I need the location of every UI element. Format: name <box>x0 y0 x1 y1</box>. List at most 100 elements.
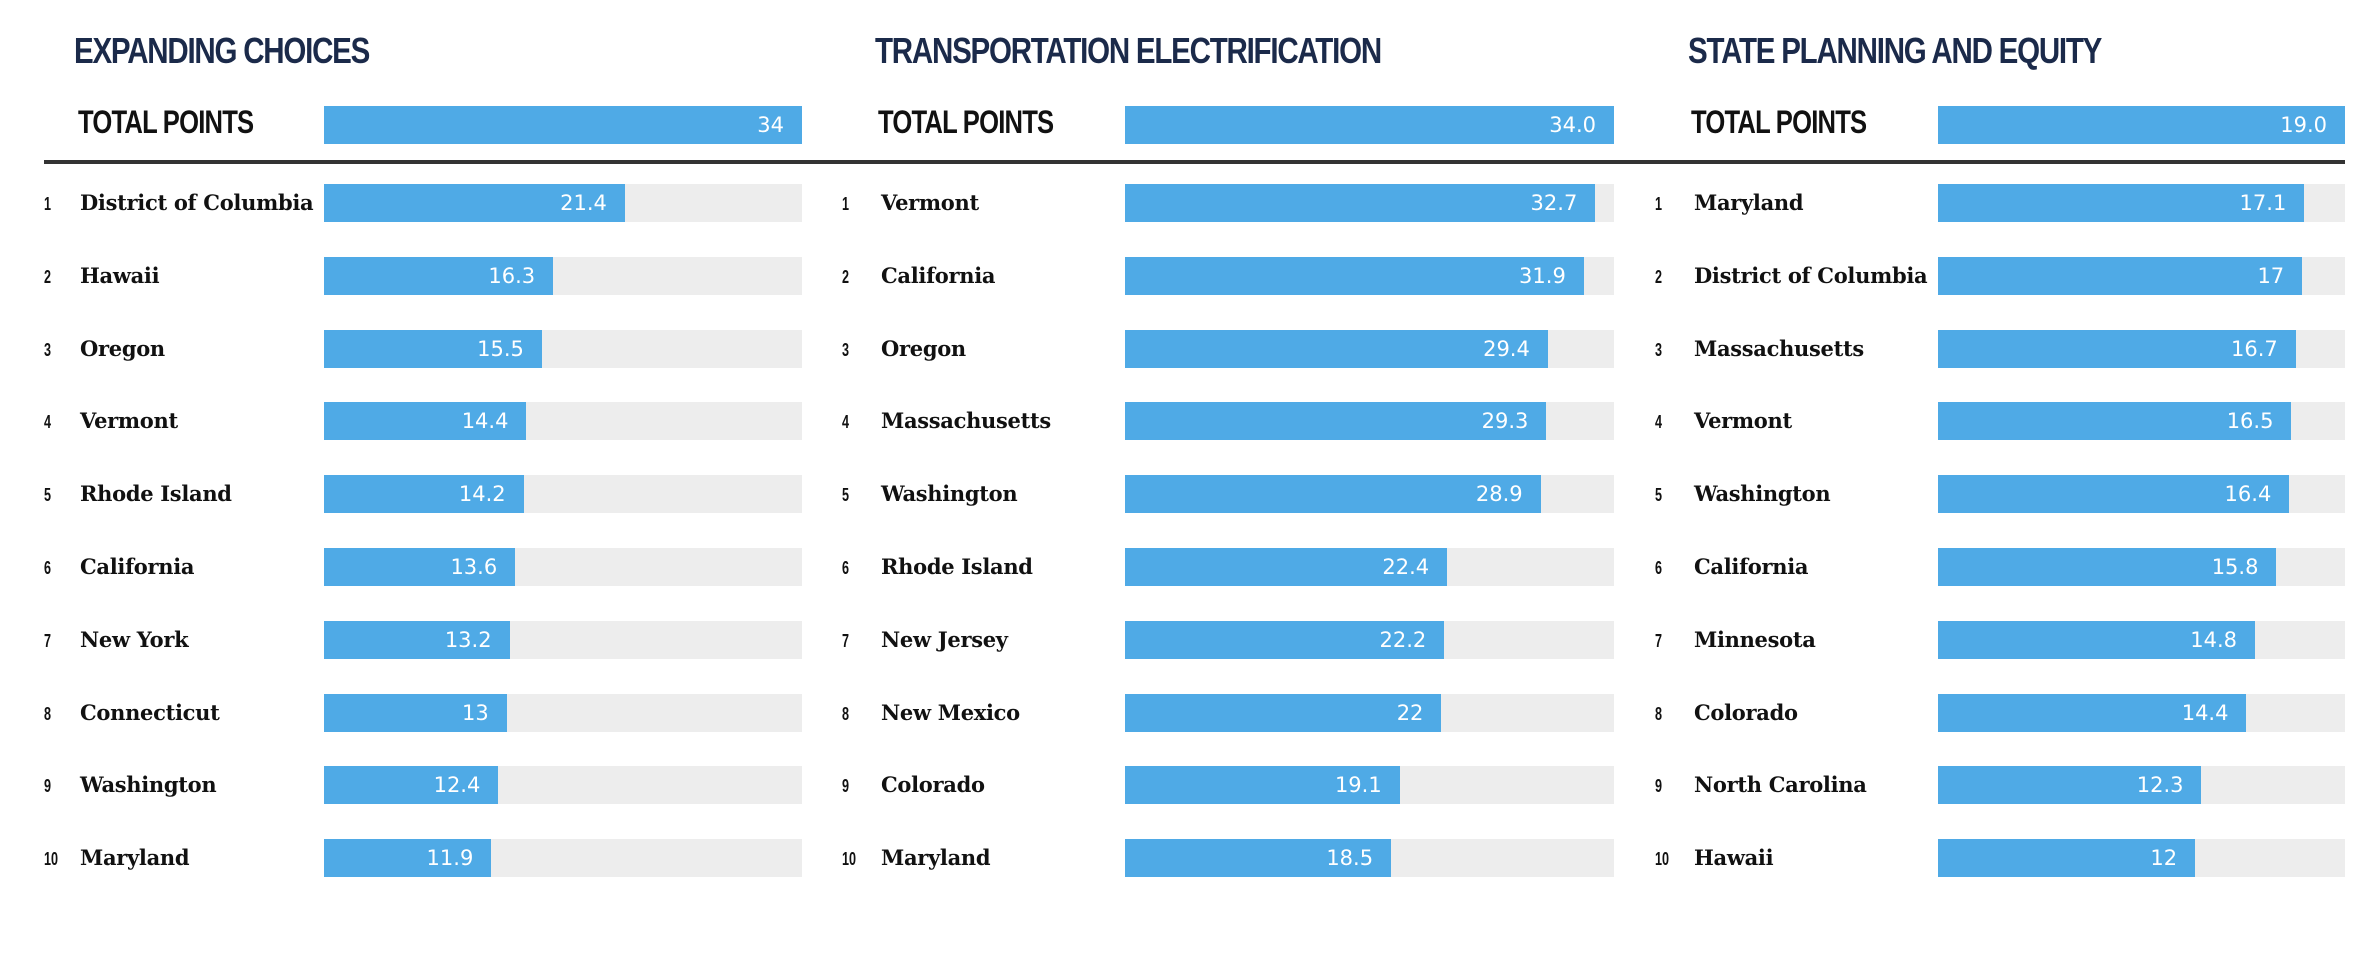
bar-value-label: 12 <box>2150 846 2178 871</box>
bar-value-label: 18.5 <box>1326 846 1374 871</box>
bar-fill <box>1938 839 2196 878</box>
rank-number: 3 <box>44 339 52 360</box>
total-points-value: 34.0 <box>1549 113 1596 137</box>
rank-number: 9 <box>1655 776 1663 797</box>
bar-value-label: 31.9 <box>1519 263 1566 288</box>
rank-number: 2 <box>44 266 52 287</box>
bar-track: 14.4 <box>1938 693 2345 732</box>
state-name: Minnesota <box>1694 626 1816 652</box>
bar-fill <box>324 329 542 368</box>
bar-value-label: 15.8 <box>2211 555 2259 579</box>
state-name: District of Columbia <box>1694 262 1928 288</box>
total-points-value: 19.0 <box>2280 113 2327 137</box>
total-points-label: TOTAL POINTS <box>1691 104 1867 140</box>
rank-number: 4 <box>44 412 52 433</box>
bar-value-label: 13 <box>462 700 489 725</box>
bar-fill <box>324 184 625 222</box>
state-name: District of Columbia <box>80 190 314 215</box>
state-name: California <box>881 262 996 288</box>
state-name: Rhode Island <box>881 554 1033 579</box>
bar-value-label: 13.6 <box>450 555 498 579</box>
bar-value-label: 32.7 <box>1530 191 1578 215</box>
bar-fill <box>1125 620 1445 659</box>
bar-fill <box>1938 256 2303 295</box>
state-name: Hawaii <box>1694 845 1774 871</box>
bar-fill <box>1125 256 1584 295</box>
bar-track: 22.2 <box>1125 620 1614 659</box>
bar-value-label: 17.1 <box>2239 191 2287 215</box>
state-name: Massachusetts <box>881 408 1051 434</box>
state-name: New Mexico <box>881 699 1020 725</box>
state-name: California <box>80 554 195 579</box>
rank-number: 1 <box>44 194 52 214</box>
bar-track: 15.8 <box>1938 548 2345 586</box>
state-name: New York <box>80 626 189 652</box>
rank-number: 7 <box>44 630 52 651</box>
rank-number: 1 <box>842 194 850 214</box>
chart-title: STATE PLANNING AND EQUITY <box>1688 30 2102 71</box>
total-points-bar: 19.0 <box>1938 106 2345 144</box>
chart-title: TRANSPORTATION ELECTRIFICATION <box>875 30 1382 71</box>
bar-value-label: 21.4 <box>560 191 607 215</box>
rank-number: 6 <box>1655 558 1663 578</box>
rank-number: 6 <box>842 558 850 578</box>
bar-track: 32.7 <box>1125 184 1614 222</box>
rank-number: 8 <box>842 703 850 724</box>
rank-number: 4 <box>842 412 850 433</box>
bar-fill <box>1938 402 2292 441</box>
bar-track: 19.1 <box>1125 766 1614 805</box>
bar-fill <box>1938 329 2296 368</box>
header-divider <box>1639 160 2345 164</box>
total-points-value: 34 <box>757 113 784 137</box>
bar-track: 16.4 <box>1938 475 2345 514</box>
bar-fill <box>324 256 554 295</box>
bar-fill <box>1125 548 1448 586</box>
bar-track: 13.6 <box>324 548 802 586</box>
bar-track: 16.7 <box>1938 329 2345 368</box>
bar-value-label: 15.5 <box>477 336 524 361</box>
bar-value-label: 11.9 <box>426 846 474 871</box>
state-name: Colorado <box>1694 699 1798 725</box>
bar-fill <box>324 402 527 441</box>
bar-track: 14.8 <box>1938 620 2345 659</box>
rank-number: 3 <box>1655 339 1663 360</box>
bar-track: 14.2 <box>324 475 802 514</box>
bar-track: 21.4 <box>324 184 802 222</box>
bar-track: 16.5 <box>1938 402 2345 441</box>
rank-number: 9 <box>44 776 52 797</box>
bar-track: 12.3 <box>1938 766 2345 805</box>
state-name: Rhode Island <box>80 481 232 507</box>
rank-number: 3 <box>842 339 850 360</box>
rank-number: 7 <box>1655 630 1663 651</box>
bar-value-label: 16.4 <box>2224 482 2272 507</box>
bar-track: 11.9 <box>324 839 802 878</box>
bar-track: 29.3 <box>1125 402 1614 441</box>
bar-value-label: 19.1 <box>1334 773 1382 798</box>
bar-fill <box>1938 693 2247 732</box>
rank-number: 5 <box>44 485 52 506</box>
bar-value-label: 14.4 <box>461 409 509 434</box>
bar-value-label: 28.9 <box>1475 482 1523 507</box>
bar-fill <box>1125 402 1547 441</box>
bar-fill <box>1938 766 2202 805</box>
state-name: Maryland <box>1694 190 1804 215</box>
state-name: Connecticut <box>80 699 220 725</box>
state-name: Oregon <box>881 335 966 361</box>
rank-number: 4 <box>1655 412 1663 433</box>
bar-value-label: 14.2 <box>458 482 506 507</box>
chart-title: EXPANDING CHOICES <box>74 30 370 71</box>
bar-fill <box>1938 184 2305 222</box>
bar-value-label: 12.3 <box>2136 773 2184 798</box>
rank-number: 10 <box>1655 849 1670 870</box>
total-points-fill <box>1938 106 2345 144</box>
bar-value-label: 13.2 <box>444 627 492 652</box>
state-name: New Jersey <box>881 626 1008 652</box>
bar-fill <box>324 548 516 586</box>
bar-value-label: 29.3 <box>1481 409 1529 434</box>
header-divider <box>44 160 844 164</box>
bar-fill <box>1938 548 2277 586</box>
bar-track: 12 <box>1938 839 2345 878</box>
state-name: Vermont <box>881 190 979 215</box>
